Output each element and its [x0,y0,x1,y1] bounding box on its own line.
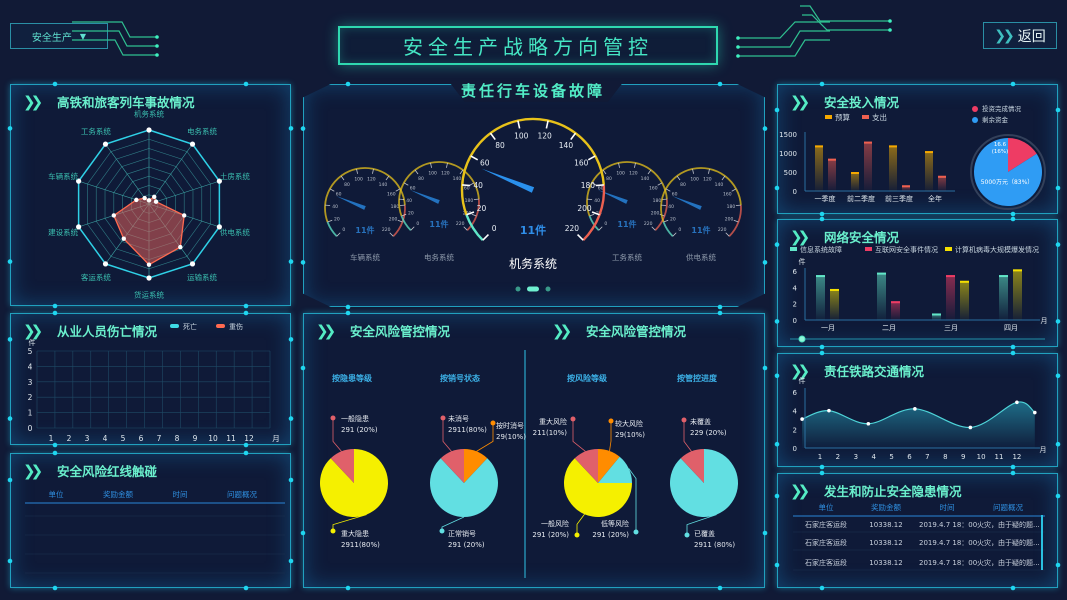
circuit-line [802,14,890,31]
gauge-panel [303,84,765,307]
circuit-dot [155,44,159,48]
chevron-icon: ❯❯ [23,321,43,340]
panel-title: 安全风险红线触碰 [57,464,158,479]
railway-panel: ❯❯ 责任铁路交通情况 [777,353,1058,467]
caret-down-icon: ▼ [79,31,87,41]
circuit-dot [736,36,740,40]
chevron-icon: ❯❯ [790,361,810,380]
page-title: 安全生产战略方向管控 [338,26,718,65]
panel-title: 责任铁路交通情况 [824,364,925,379]
injury-panel: ❯❯ 从业人员伤亡情况 [10,313,291,445]
circuit-line [738,21,830,39]
circuit-line [738,39,830,57]
chevron-icon: ❯❯ [790,481,810,500]
radar-panel: ❯❯ 高铁和旅客列车事故情况 [10,84,291,306]
panel-title: 高铁和旅客列车事故情况 [57,95,195,110]
network-panel: ❯❯ 网络安全情况 [777,219,1058,347]
redline-panel: ❯❯ 安全风险红线触碰 [10,453,291,588]
circuit-line [800,5,890,22]
chevron-icon: ❯❯ [316,321,336,340]
panel-title: 从业人员伤亡情况 [57,324,158,339]
chevron-icon: ❯❯ [23,92,43,111]
double-chevron-right-icon: ❯❯ [994,27,1015,44]
circuit-dot [888,28,892,32]
chevron-icon: ❯❯ [23,461,43,480]
panel-title: 安全风险管控情况 [350,324,451,339]
hazards-panel: ❯❯ 发生和防止安全隐患情况 [777,473,1058,588]
circuit-dot [736,45,740,49]
panel-title: 安全投入情况 [824,95,900,110]
invest-panel: ❯❯ 安全投入情况 [777,84,1058,214]
system-dropdown[interactable]: 安全生产 ▼ [10,23,108,49]
circuit-dot [888,19,892,23]
panel-title: 安全风险管控情况 [586,324,687,339]
chevron-icon: ❯❯ [552,321,572,340]
risk-panel: ❯❯ 安全风险管控情况 ❯❯ 安全风险管控情况 [303,313,765,588]
panel-title: 网络安全情况 [824,230,900,245]
panel-title: 发生和防止安全隐患情况 [824,484,962,499]
gauge-panel-title: 责任行车设备故障 [460,82,605,100]
chevron-icon: ❯❯ [790,227,810,246]
circuit-dot [155,53,159,57]
back-button[interactable]: ❯❯ 返回 [983,22,1057,49]
chevron-icon: ❯❯ [790,92,810,111]
circuit-dot [736,54,740,58]
dropdown-label: 安全生产 [31,32,72,44]
circuit-line [738,30,830,48]
back-label: 返回 [1017,28,1046,45]
circuit-dot [155,35,159,39]
